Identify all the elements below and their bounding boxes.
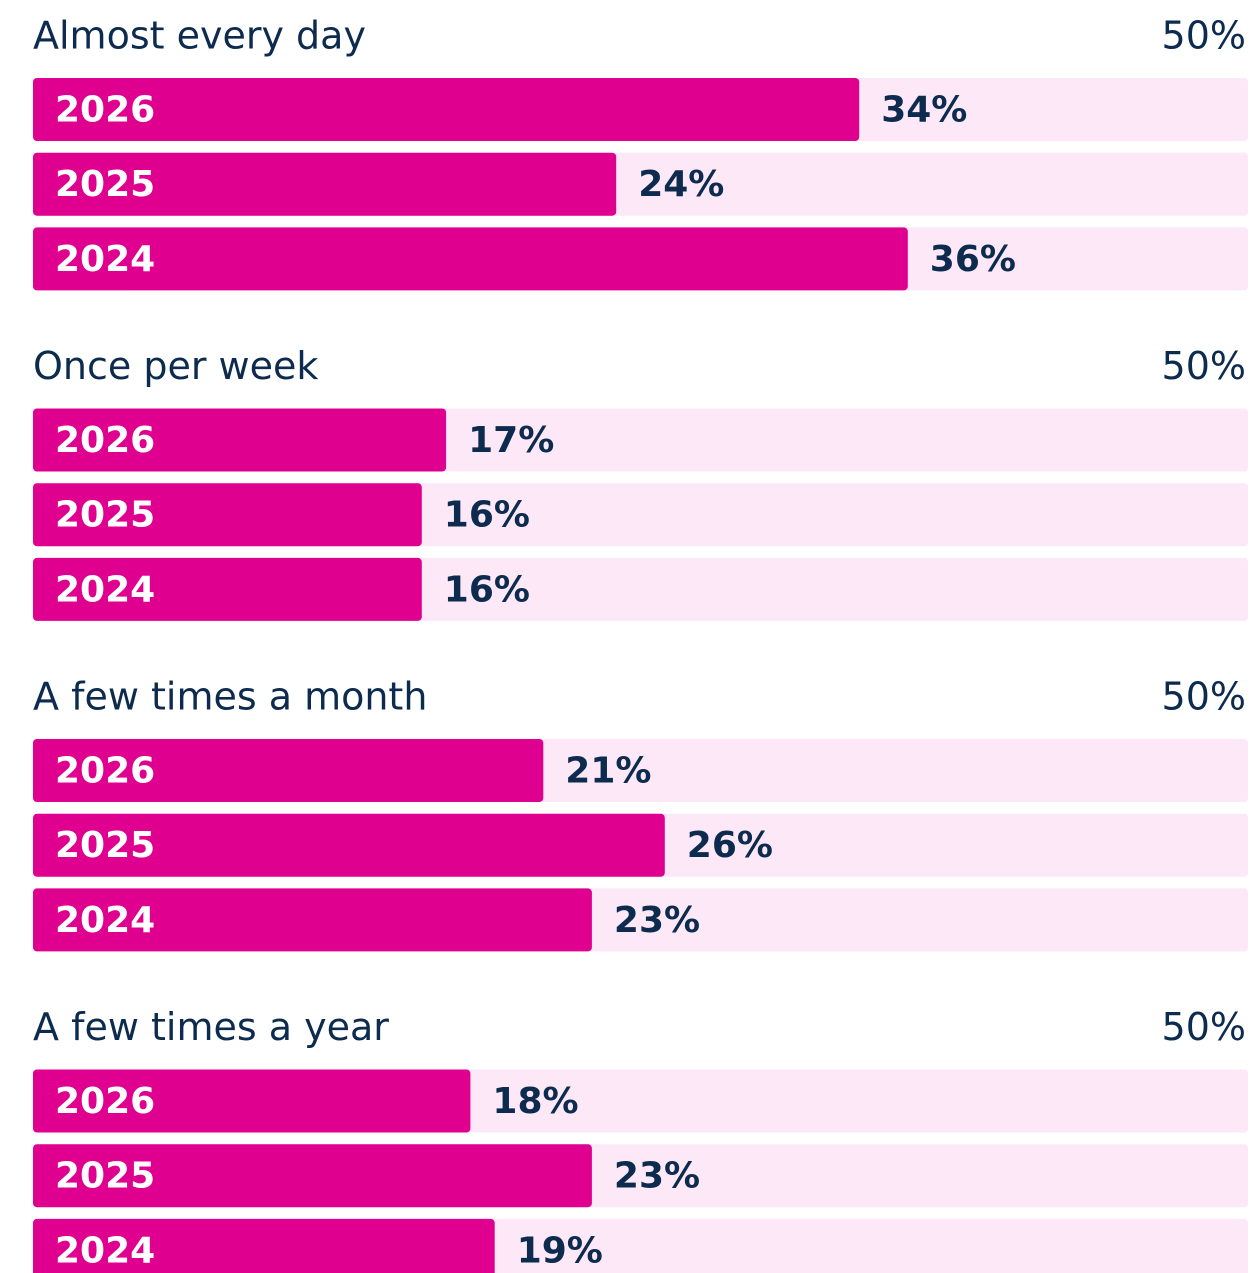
value-label: 21% (565, 751, 651, 792)
value-label: 23% (614, 1156, 700, 1197)
category-label: 2026 (55, 751, 155, 792)
bar (33, 78, 860, 141)
x-tick-label: 50% (1162, 675, 1246, 719)
value-label: 17% (468, 420, 554, 461)
group-title: Almost every day (33, 14, 366, 58)
x-tick-label: 50% (1162, 1005, 1246, 1049)
category-label: 2024 (55, 1230, 155, 1271)
bar (33, 813, 665, 877)
value-label: 24% (638, 164, 724, 205)
category-label: 2025 (55, 495, 155, 536)
category-label: 2024 (55, 900, 155, 941)
bar (33, 888, 592, 952)
value-label: 16% (444, 495, 530, 536)
bar (33, 739, 544, 802)
category-label: 2025 (55, 1156, 155, 1197)
value-label: 19% (517, 1230, 603, 1271)
category-label: 2026 (55, 90, 155, 131)
bar (33, 1218, 495, 1273)
group-title: A few times a month (33, 675, 427, 719)
value-label: 18% (492, 1081, 578, 1122)
category-label: 2026 (55, 420, 155, 461)
group-title: Once per week (33, 344, 318, 388)
category-label: 2025 (55, 825, 155, 866)
bar (33, 408, 447, 472)
group-title: A few times a year (33, 1005, 389, 1049)
bar (33, 1144, 592, 1208)
bar (33, 557, 422, 621)
bar (33, 483, 422, 547)
value-label: 36% (930, 239, 1016, 280)
category-label: 2026 (55, 1081, 155, 1122)
bar (33, 1069, 471, 1133)
category-label: 2024 (55, 569, 155, 610)
x-tick-label: 50% (1162, 344, 1246, 388)
value-label: 16% (444, 569, 530, 610)
value-label: 26% (687, 825, 773, 866)
x-tick-label: 50% (1162, 14, 1246, 58)
bar (33, 152, 617, 216)
value-label: 23% (614, 900, 700, 941)
category-label: 2024 (55, 239, 155, 280)
value-label: 34% (881, 90, 967, 131)
bar (33, 227, 908, 291)
category-label: 2025 (55, 164, 155, 205)
